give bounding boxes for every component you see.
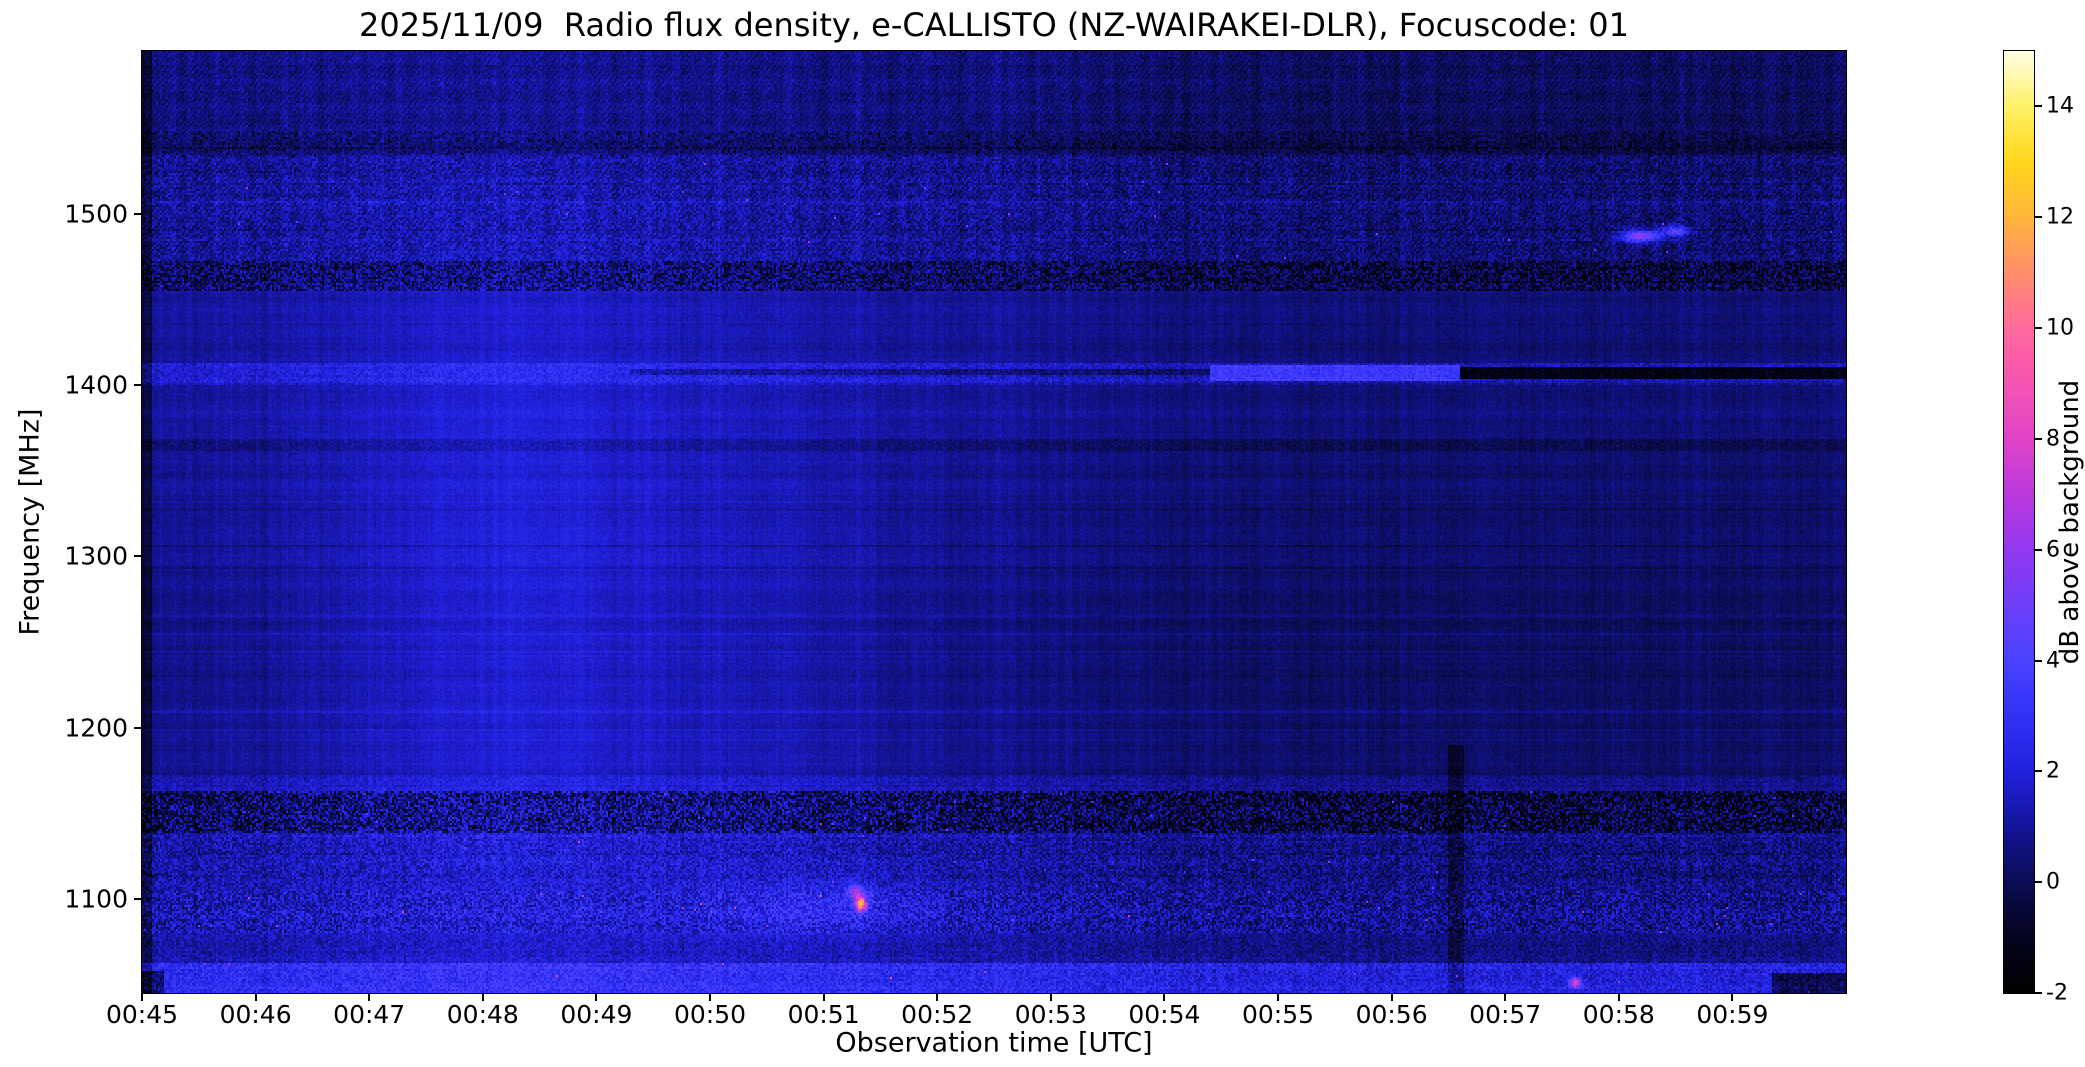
x-axis-label: Observation time [UTC] (835, 1027, 1153, 1059)
chart-title: 2025/11/09 Radio flux density, e-CALLIST… (359, 6, 1629, 44)
colorbar-tick-label: 4 (2046, 648, 2060, 674)
y-tick-label: 1100 (64, 884, 128, 914)
colorbar (2003, 50, 2035, 994)
x-tick-mark (141, 994, 143, 1001)
colorbar-tick-label: 8 (2046, 426, 2060, 452)
colorbar-tick-label: 0 (2046, 869, 2060, 895)
x-tick-mark (1731, 994, 1734, 1001)
y-tick-mark (134, 897, 141, 900)
x-tick-mark (1504, 994, 1507, 1001)
colorbar-tick-mark (2035, 992, 2042, 994)
x-tick-label: 00:54 (1128, 1000, 1201, 1029)
x-tick-label: 00:55 (1241, 1000, 1315, 1029)
x-tick-label: 00:53 (1014, 1000, 1087, 1029)
x-tick-mark (595, 994, 598, 1001)
x-tick-label: 00:50 (673, 1000, 747, 1029)
colorbar-tick-label: 12 (2046, 204, 2074, 230)
y-axis-label: Frequency [MHz] (14, 408, 46, 636)
y-tick-mark (134, 212, 141, 215)
colorbar-tick-mark (2035, 216, 2042, 219)
y-tick-label: 1200 (64, 713, 128, 743)
colorbar-tick-mark (2035, 105, 2042, 108)
x-tick-mark (709, 994, 711, 1001)
x-tick-label: 00:56 (1355, 1000, 1428, 1029)
x-tick-mark (822, 994, 825, 1001)
y-tick-label: 1300 (64, 541, 128, 571)
colorbar-tick-label: 6 (2046, 537, 2060, 563)
x-tick-mark (936, 994, 939, 1001)
x-tick-mark (481, 994, 484, 1001)
x-tick-label: 00:58 (1582, 1000, 1655, 1029)
y-tick-mark (134, 383, 141, 386)
colorbar-tick-mark (2035, 327, 2042, 330)
y-tick-mark (134, 555, 141, 558)
spectrogram-heatmap (142, 51, 1846, 993)
y-tick-label: 1400 (64, 370, 128, 400)
colorbar-tick-label: 14 (2046, 93, 2074, 119)
x-tick-mark (1163, 994, 1166, 1001)
colorbar-tick-mark (2035, 548, 2042, 551)
x-tick-mark (1617, 994, 1620, 1001)
x-tick-mark (1277, 994, 1279, 1001)
x-tick-label: 00:48 (446, 1000, 519, 1029)
colorbar-tick-mark (2035, 881, 2042, 884)
x-tick-mark (368, 994, 371, 1001)
colorbar-tick-mark (2035, 437, 2042, 440)
colorbar-tick-label: -2 (2046, 980, 2068, 1006)
x-tick-label: 00:51 (787, 1000, 860, 1029)
x-tick-mark (1390, 994, 1393, 1001)
x-tick-label: 00:47 (333, 1000, 406, 1029)
colorbar-gradient (2004, 51, 2034, 993)
colorbar-tick-mark (2035, 770, 2042, 773)
x-tick-label: 00:46 (219, 1000, 292, 1029)
x-tick-mark (1049, 994, 1052, 1001)
x-tick-label: 00:59 (1696, 1000, 1769, 1029)
x-tick-label: 00:49 (560, 1000, 633, 1029)
x-tick-mark (254, 994, 257, 1001)
colorbar-tick-label: 10 (2046, 315, 2074, 341)
y-tick-mark (134, 726, 141, 729)
colorbar-tick-mark (2035, 659, 2042, 662)
colorbar-label: dB above background (2055, 379, 2085, 665)
x-tick-label: 00:57 (1469, 1000, 1542, 1029)
plot-area (141, 50, 1847, 994)
x-tick-label: 00:45 (105, 1000, 179, 1029)
y-tick-label: 1500 (64, 199, 128, 229)
colorbar-tick-label: 2 (2046, 758, 2060, 784)
x-tick-label: 00:52 (901, 1000, 974, 1029)
